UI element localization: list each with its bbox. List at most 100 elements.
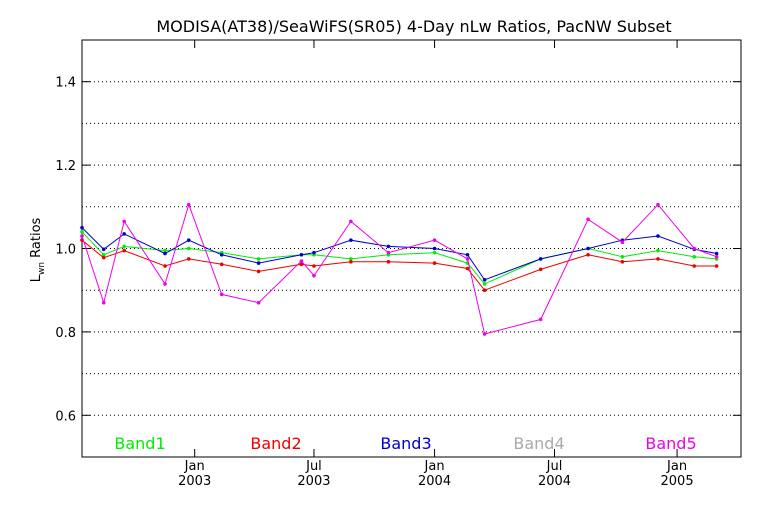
data-point xyxy=(163,251,167,256)
data-point xyxy=(349,260,353,264)
data-point xyxy=(465,266,470,271)
data-point xyxy=(256,269,261,274)
series-line xyxy=(81,203,717,335)
x-tick-label-month: Jan xyxy=(424,459,445,474)
data-point xyxy=(538,257,543,261)
data-point xyxy=(80,225,84,230)
data-point xyxy=(186,257,191,261)
data-point xyxy=(312,250,316,255)
data-point xyxy=(656,248,660,253)
data-point xyxy=(122,232,126,236)
y-axis-label-subscript: wn xyxy=(37,262,47,275)
data-point xyxy=(692,246,697,251)
y-tick-label: 1.2 xyxy=(55,159,76,174)
data-point xyxy=(186,202,191,207)
data-point xyxy=(101,252,106,257)
data-point xyxy=(620,255,625,259)
y-tick-label: 0.6 xyxy=(55,409,76,424)
data-point xyxy=(656,234,660,238)
series-line xyxy=(81,227,717,281)
data-point xyxy=(482,282,487,286)
data-point xyxy=(122,248,126,253)
data-point xyxy=(122,219,126,224)
data-point xyxy=(299,252,304,257)
data-point xyxy=(538,317,543,322)
data-point xyxy=(620,260,625,264)
y-axis-label-main: L xyxy=(29,274,44,282)
data-point xyxy=(386,260,391,264)
data-point xyxy=(586,252,590,257)
legend-entry-band1: Band1 xyxy=(114,434,165,453)
data-point xyxy=(386,244,391,249)
x-tick-label-year: 2003 xyxy=(297,474,330,489)
data-point xyxy=(163,264,167,268)
x-tick-label-year: 2004 xyxy=(418,474,451,489)
y-tick-label: 1.0 xyxy=(55,243,76,258)
data-point xyxy=(656,202,660,207)
data-point xyxy=(714,264,719,268)
legend-entry-band2: Band2 xyxy=(250,434,301,453)
data-point xyxy=(219,262,224,267)
series-band5 xyxy=(80,202,719,336)
series-band3 xyxy=(80,225,719,282)
data-point xyxy=(482,277,487,282)
series-layer xyxy=(80,202,719,336)
y-tick-label: 1.4 xyxy=(55,76,76,91)
data-point xyxy=(256,300,261,305)
legend-entry-band5: Band5 xyxy=(645,434,696,453)
data-point xyxy=(586,217,590,222)
y-axis: 0.6 0.8 1.0 1.2 1.4 xyxy=(55,76,741,424)
data-point xyxy=(692,264,697,268)
x-tick-label-month: Jul xyxy=(305,459,322,474)
data-point xyxy=(432,261,437,265)
data-point xyxy=(714,255,719,259)
series-band1 xyxy=(80,230,719,286)
data-point xyxy=(80,234,84,238)
data-point xyxy=(386,250,391,255)
x-tick-label-month: Jan xyxy=(666,459,687,474)
data-point xyxy=(312,273,316,278)
data-point xyxy=(299,262,304,267)
data-point xyxy=(432,246,437,251)
data-point xyxy=(186,246,191,251)
data-point xyxy=(312,264,316,268)
data-point xyxy=(163,282,167,286)
series-line xyxy=(81,239,717,291)
legend-entry-band4: Band4 xyxy=(513,434,564,453)
data-point xyxy=(349,238,353,242)
data-point xyxy=(432,250,437,255)
data-point xyxy=(586,246,590,251)
data-point xyxy=(465,257,470,261)
legend-entry-band3: Band3 xyxy=(380,434,431,453)
legend: Band1 Band2 Band3 Band4 Band5 xyxy=(114,434,696,453)
data-point xyxy=(482,288,487,293)
y-axis-label-rest: Ratios xyxy=(29,217,44,262)
data-point xyxy=(101,255,106,260)
data-point xyxy=(80,230,84,234)
data-point xyxy=(256,257,261,261)
data-point xyxy=(186,238,191,242)
series-band2 xyxy=(80,238,719,293)
data-point xyxy=(101,300,106,305)
data-point xyxy=(714,251,719,256)
data-point xyxy=(122,244,126,249)
data-point xyxy=(349,257,353,261)
y-axis-label: Lwn Ratios xyxy=(29,217,47,282)
data-point xyxy=(620,240,625,245)
data-point xyxy=(656,257,660,261)
data-point xyxy=(432,238,437,242)
x-tick-label-month: Jul xyxy=(546,459,563,474)
x-tick-label-year: 2004 xyxy=(538,474,571,489)
data-point xyxy=(482,332,487,336)
data-point xyxy=(538,267,543,272)
data-point xyxy=(219,252,224,257)
x-tick-label-month: Jan xyxy=(184,459,205,474)
x-tick-label-year: 2005 xyxy=(661,474,694,489)
data-point xyxy=(465,252,470,257)
data-point xyxy=(692,255,697,259)
data-point xyxy=(256,261,261,265)
chart-title: MODISA(AT38)/SeaWiFS(SR05) 4-Day nLw Rat… xyxy=(156,17,671,36)
series-line xyxy=(81,231,717,285)
